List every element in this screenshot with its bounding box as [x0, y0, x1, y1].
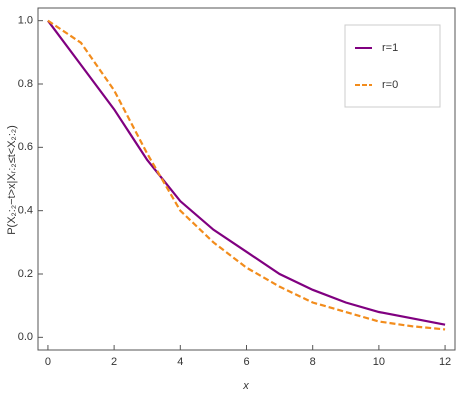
legend-label: r=0: [382, 79, 398, 91]
line-series: [47, 20, 446, 326]
y-tick-label: 1.0: [18, 15, 33, 27]
y-tick-label: 0.0: [18, 331, 33, 343]
x-tick-label: 10: [373, 356, 385, 368]
y-tick-label: 0.4: [18, 205, 33, 217]
x-tick-label: 8: [310, 356, 316, 368]
x-tick-label: 12: [439, 356, 451, 368]
y-tick-label: 0.6: [18, 141, 33, 153]
y-tick-label: 0.8: [18, 78, 33, 90]
legend-box: [344, 24, 441, 108]
x-axis-label: x: [242, 380, 249, 392]
x-tick-label: 0: [45, 356, 51, 368]
y-tick-label: 0.2: [18, 268, 33, 280]
x-tick-label: 6: [243, 356, 249, 368]
x-tick-label: 4: [177, 356, 183, 368]
x-tick-label: 2: [111, 356, 117, 368]
y-axis-label: P(X₂:₂−t>x|Xᵣ:₂≤t<X₂:₂): [6, 125, 18, 235]
legend-label: r=1: [382, 42, 398, 54]
